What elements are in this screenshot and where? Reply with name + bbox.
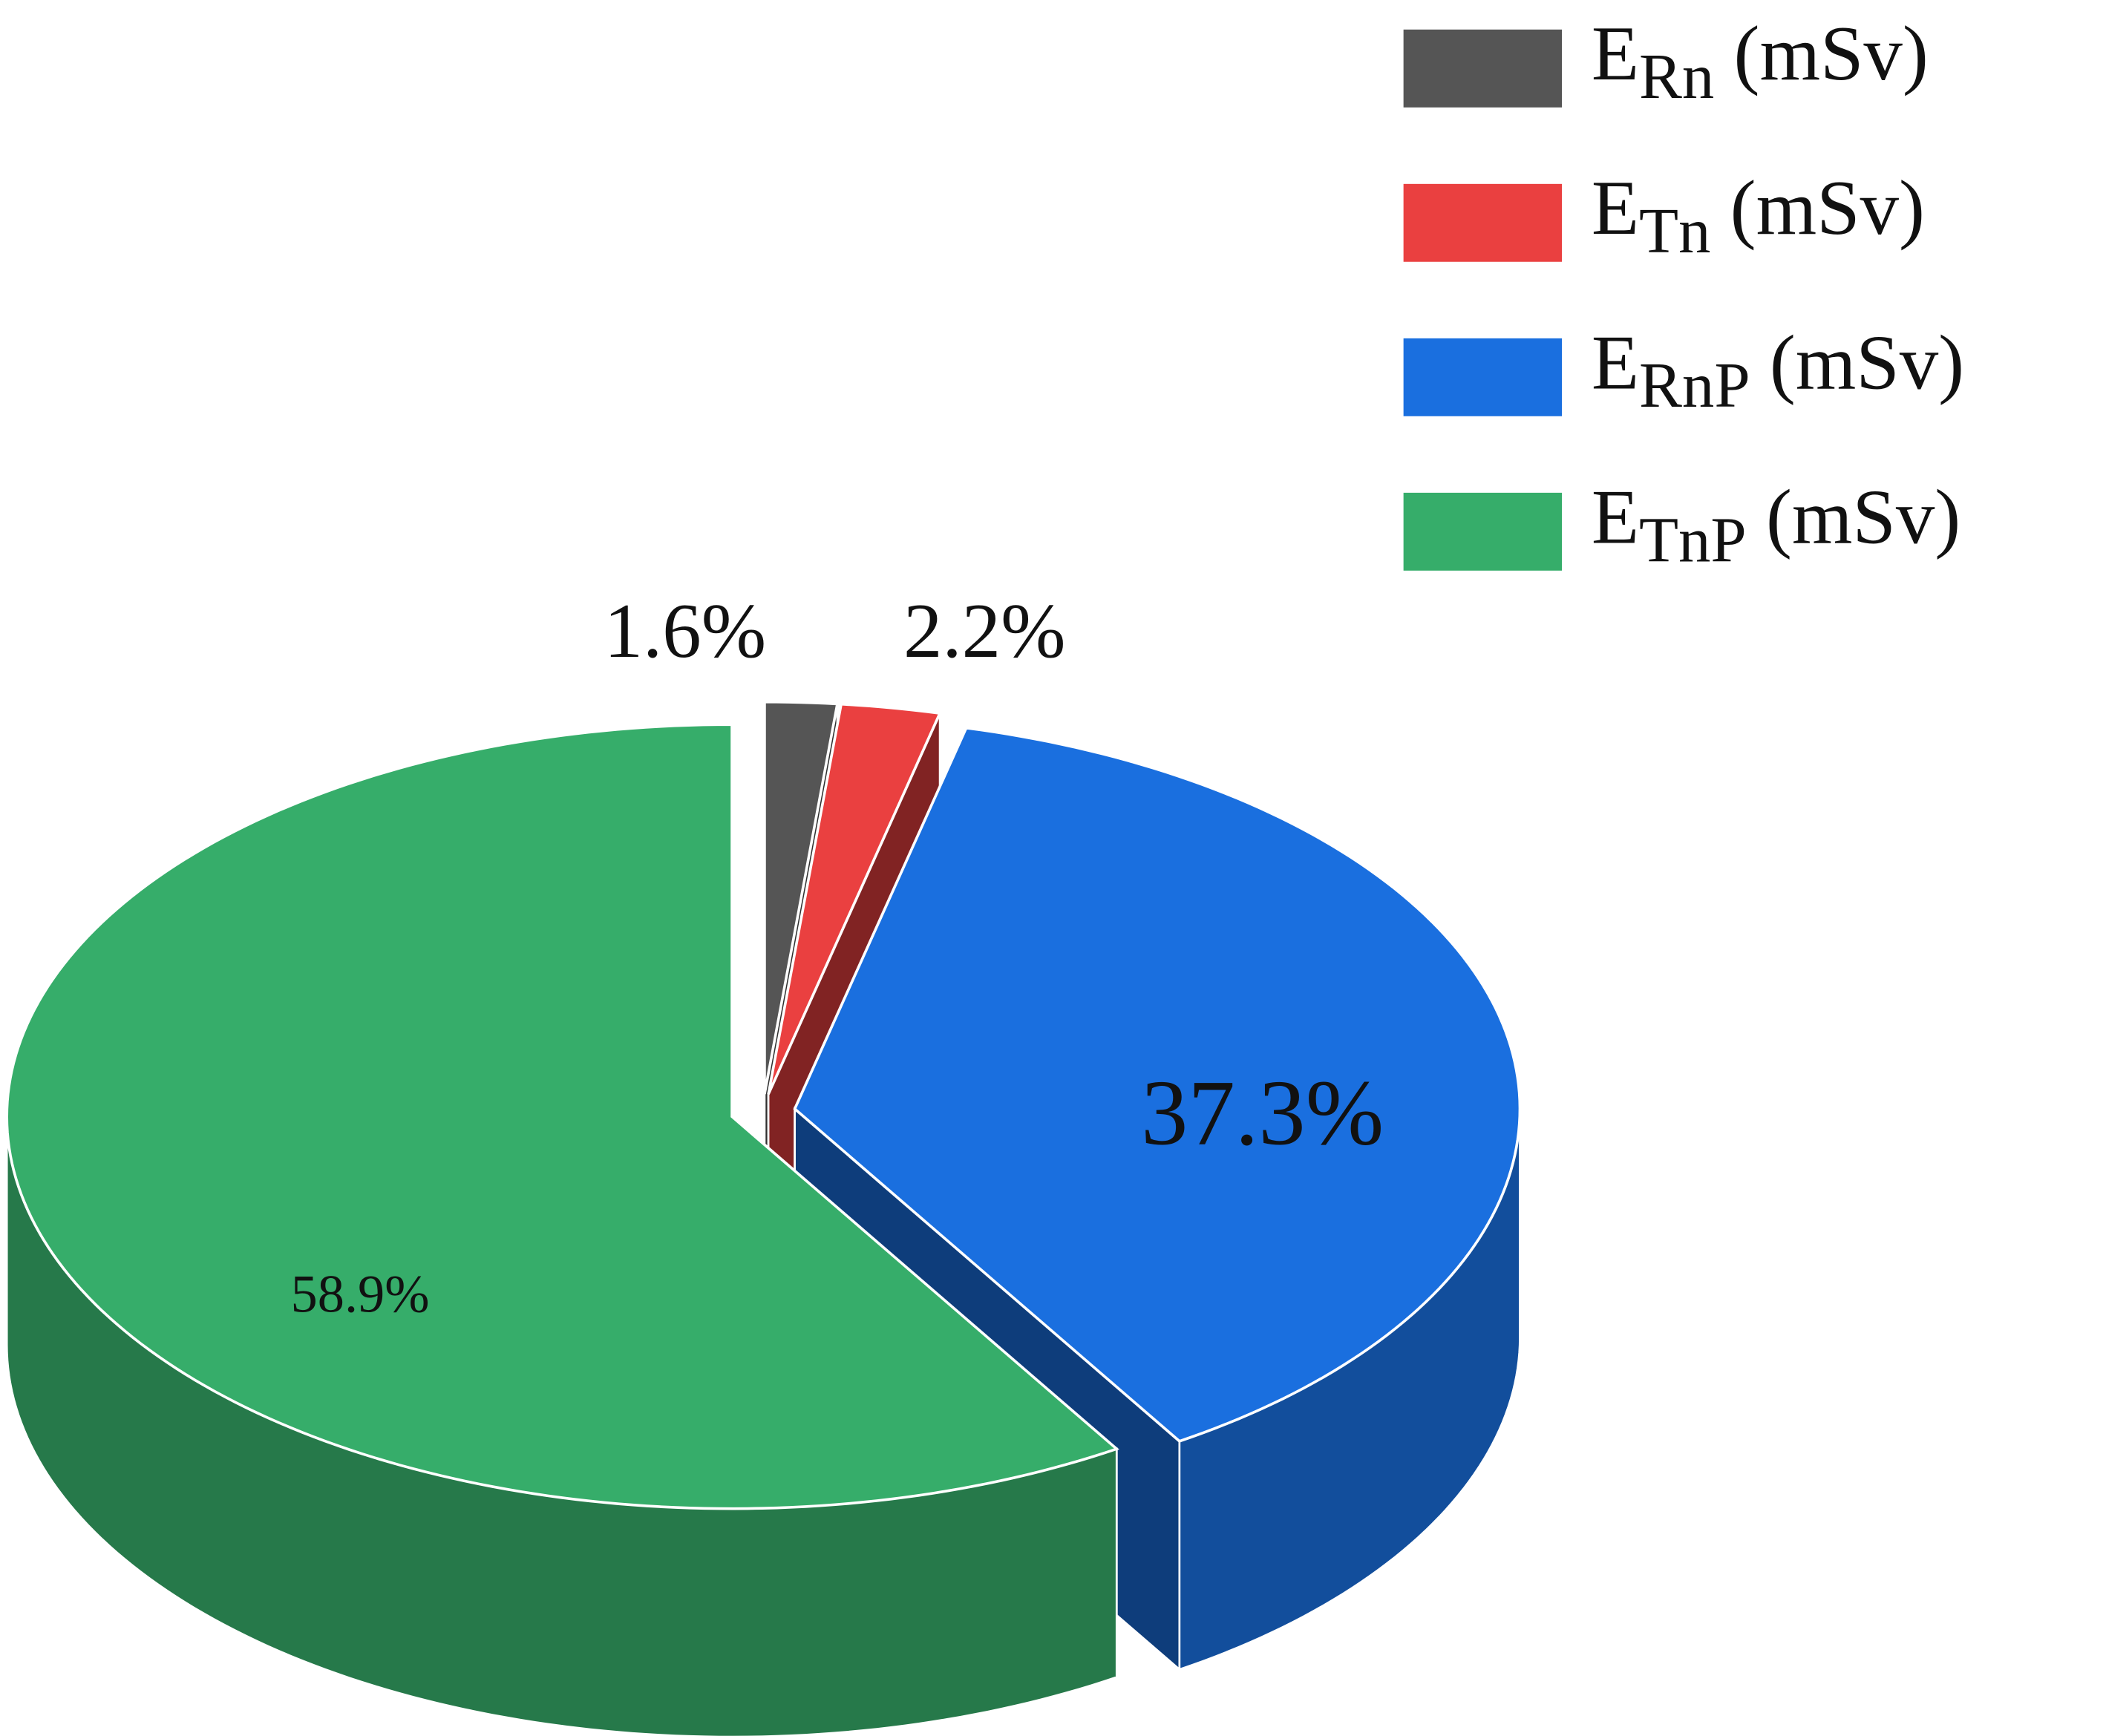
legend-swatch <box>1403 29 1563 108</box>
legend-label: ERnP (mSv) <box>1592 319 1964 421</box>
legend-label: ERn (mSv) <box>1592 10 1929 112</box>
slice-top <box>5 723 1119 1510</box>
pie-slice <box>5 723 1119 1736</box>
slice-top <box>767 702 942 1095</box>
data-label: 37.3% <box>1141 1061 1384 1165</box>
data-label: 1.6% <box>604 588 767 674</box>
legend-swatch <box>1403 492 1563 571</box>
legend-swatch <box>1403 338 1563 416</box>
data-label: 2.2% <box>903 588 1066 674</box>
legend-label: ETn (mSv) <box>1592 165 1925 266</box>
data-label: 58.9% <box>291 1265 430 1324</box>
slice-top <box>763 700 840 1095</box>
slice-top <box>793 726 1522 1443</box>
legend-swatch <box>1403 183 1563 262</box>
legend-label: ETnP (mSv) <box>1592 474 1961 575</box>
